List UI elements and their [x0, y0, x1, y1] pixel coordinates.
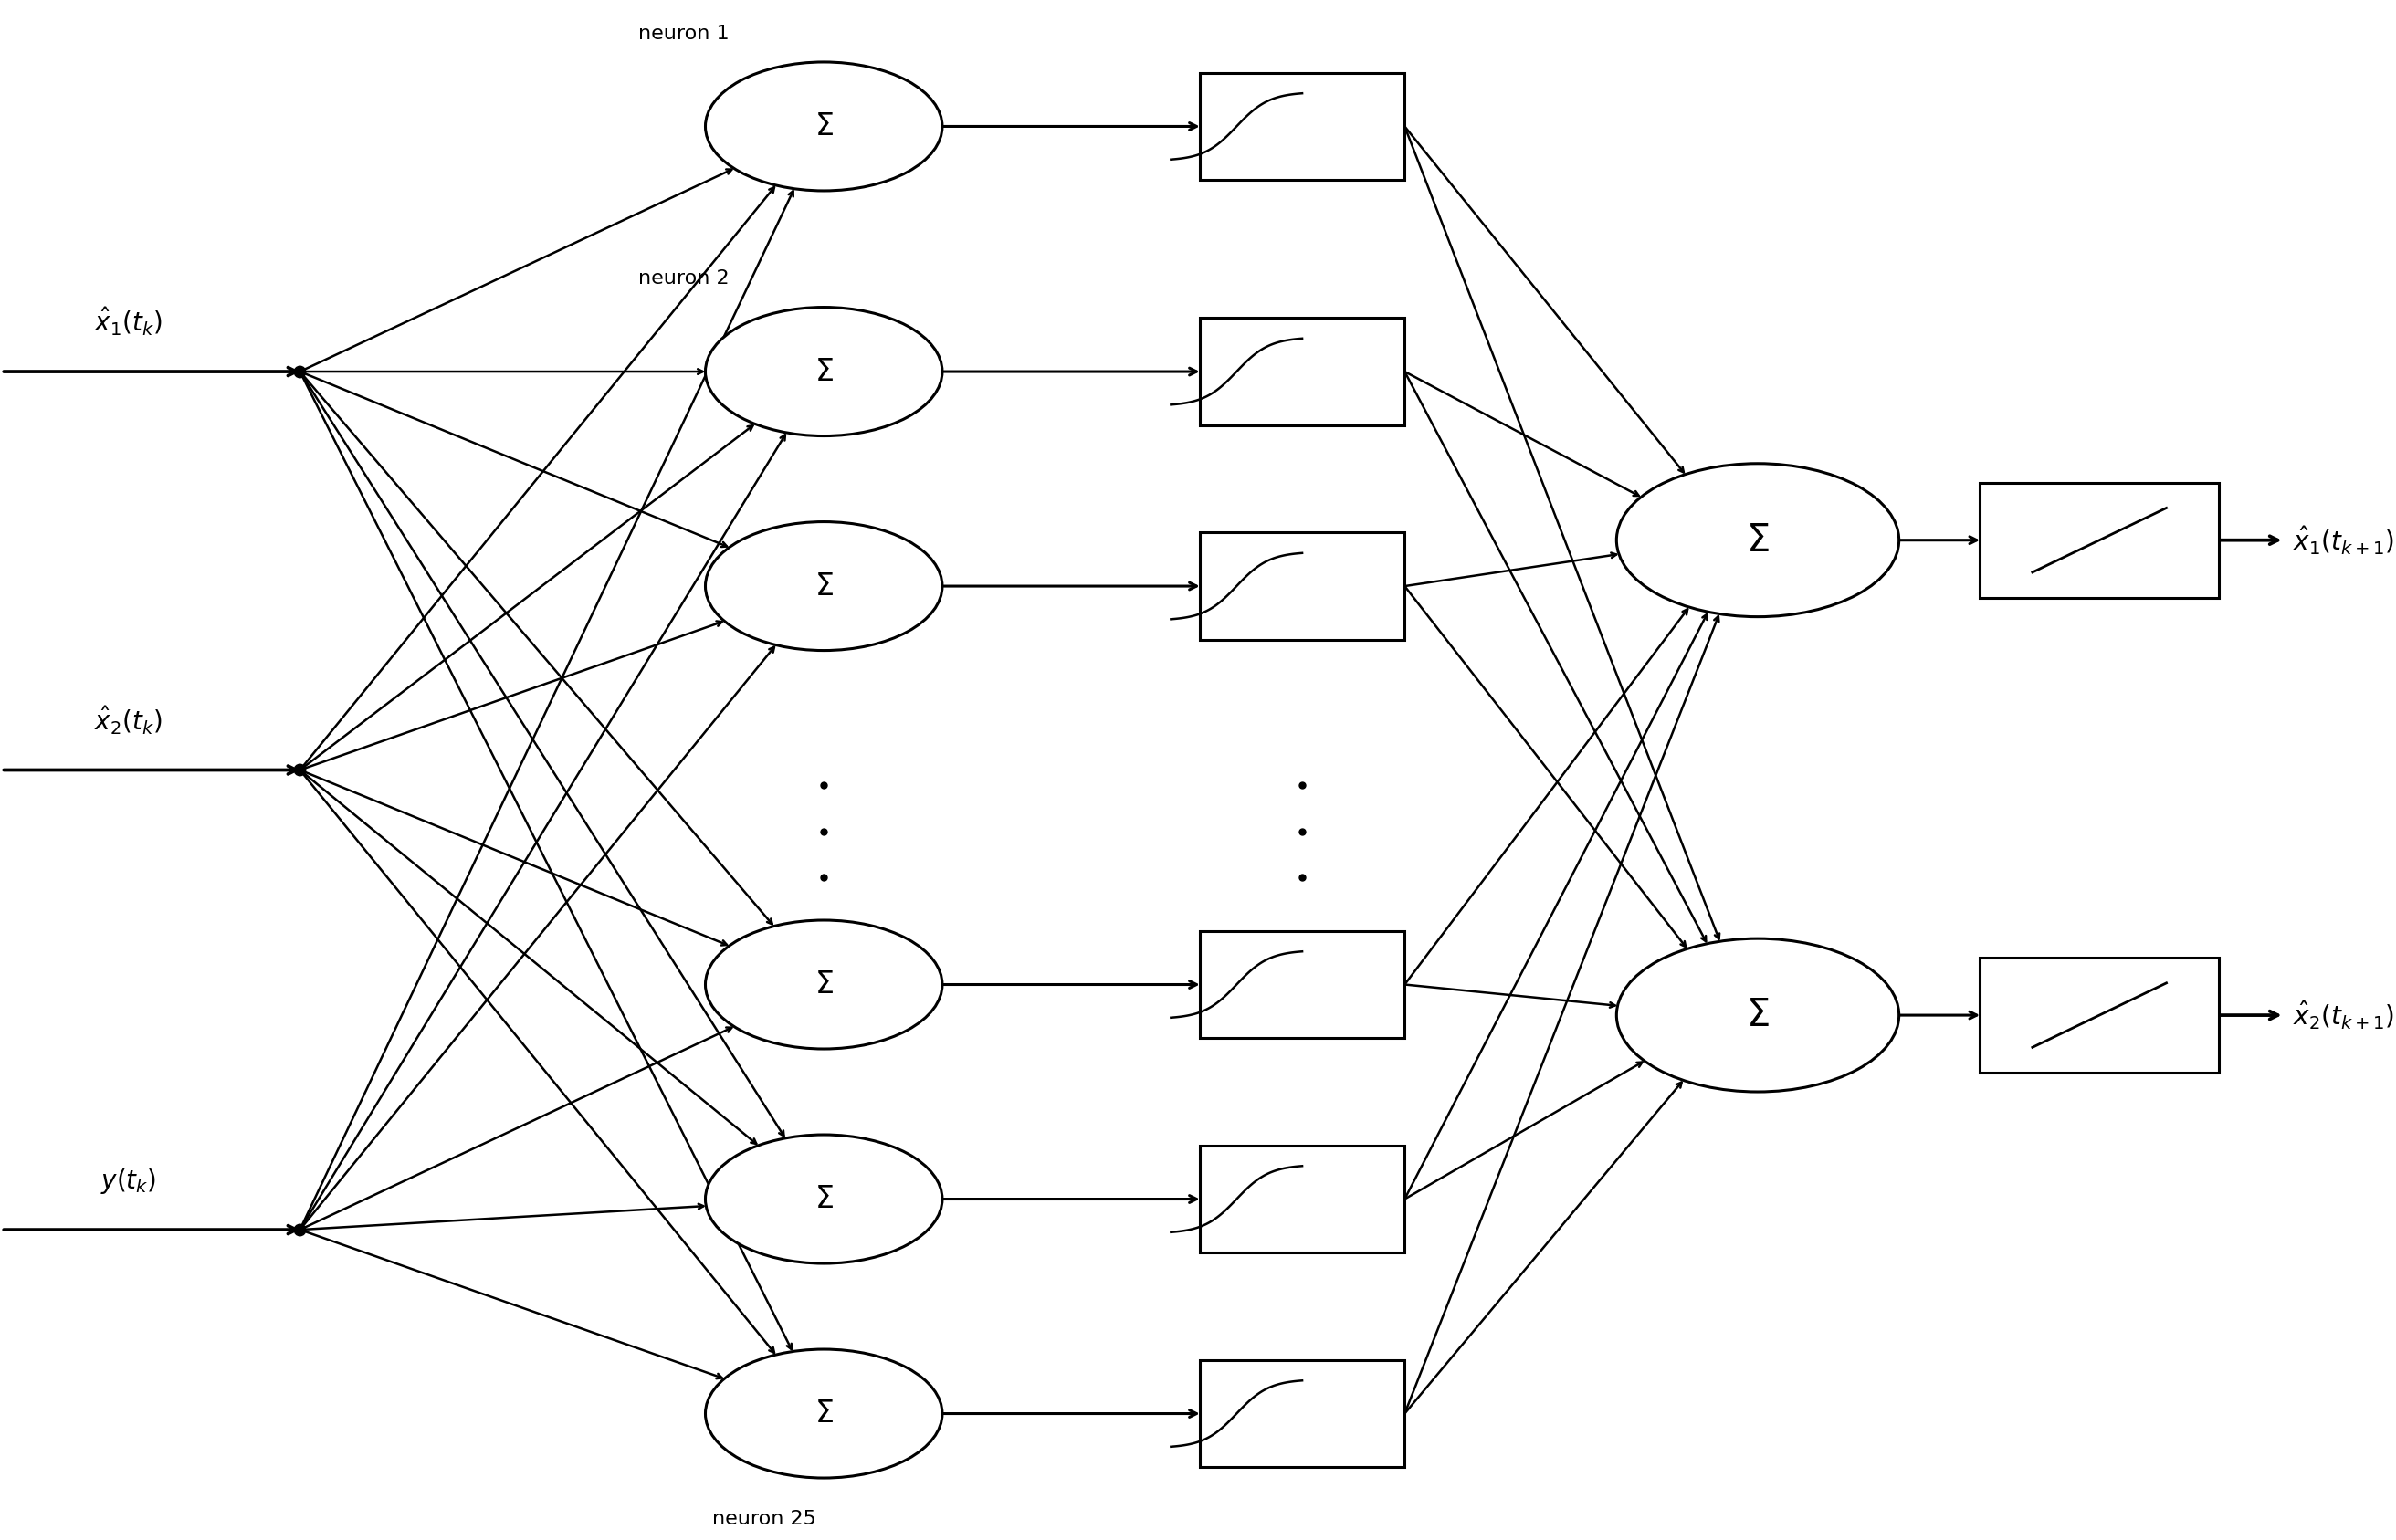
Bar	[1200, 72, 1404, 180]
Text: $\Sigma$: $\Sigma$	[815, 357, 834, 387]
Text: $\Sigma$: $\Sigma$	[815, 111, 834, 142]
Text: $\Sigma$: $\Sigma$	[815, 1184, 834, 1214]
Text: $\Sigma$: $\Sigma$	[815, 571, 834, 601]
Text: $\hat{x}_2(t_k)$: $\hat{x}_2(t_k)$	[93, 704, 163, 736]
Text: $\Sigma$: $\Sigma$	[1747, 521, 1768, 559]
Text: $\hat{x}_2(t_{k+1})$: $\hat{x}_2(t_{k+1})$	[2293, 999, 2394, 1032]
Ellipse shape	[1617, 938, 1900, 1092]
Ellipse shape	[704, 62, 942, 191]
Ellipse shape	[704, 1349, 942, 1478]
Text: neuron 1: neuron 1	[637, 25, 728, 43]
Bar	[1200, 317, 1404, 425]
Text: $\Sigma$: $\Sigma$	[815, 970, 834, 999]
Bar	[1979, 482, 2219, 598]
Text: $\Sigma$: $\Sigma$	[815, 1398, 834, 1429]
Text: $\hat{x}_1(t_k)$: $\hat{x}_1(t_k)$	[93, 305, 163, 337]
Ellipse shape	[704, 921, 942, 1049]
Text: neuron 25: neuron 25	[712, 1511, 817, 1528]
Text: $y(t_k)$: $y(t_k)$	[101, 1167, 156, 1197]
Bar	[1200, 930, 1404, 1038]
Text: $\hat{x}_1(t_{k+1})$: $\hat{x}_1(t_{k+1})$	[2293, 524, 2394, 556]
Bar	[1200, 1146, 1404, 1252]
Ellipse shape	[704, 306, 942, 436]
Ellipse shape	[704, 1135, 942, 1263]
Text: $\Sigma$: $\Sigma$	[1747, 996, 1768, 1035]
Bar	[1200, 1360, 1404, 1468]
Ellipse shape	[704, 522, 942, 650]
Text: neuron 2: neuron 2	[637, 269, 728, 288]
Ellipse shape	[1617, 464, 1900, 616]
Bar	[1979, 958, 2219, 1073]
Bar	[1200, 533, 1404, 639]
